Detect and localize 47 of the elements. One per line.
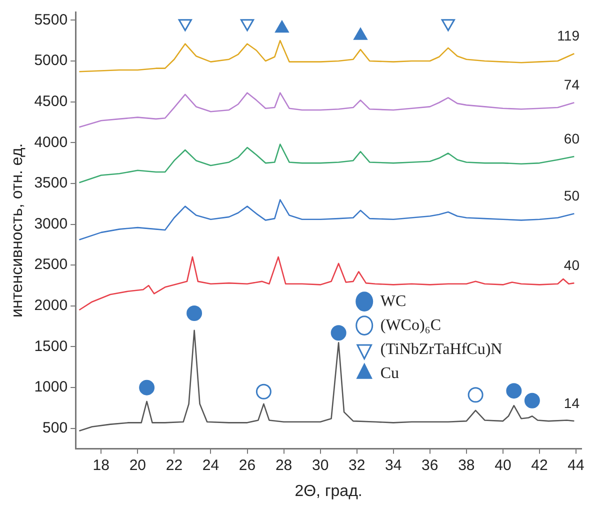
- x-tick-label: 42: [531, 456, 548, 474]
- point: [256, 384, 272, 400]
- point: [506, 383, 522, 399]
- x-tick-label: 36: [422, 456, 438, 474]
- y-tick-label: 2000: [34, 297, 68, 314]
- legend-label: WC: [380, 292, 406, 310]
- x-tick-label: 44: [568, 456, 584, 474]
- x-tick-label: 38: [458, 456, 475, 474]
- y-tick-label: 4500: [34, 92, 68, 110]
- x-tick-label: 26: [238, 456, 256, 474]
- series-label: 60: [564, 130, 580, 146]
- point: [330, 325, 346, 341]
- point: [178, 19, 192, 32]
- y-tick-label: 5000: [34, 52, 68, 70]
- x-tick-label: 24: [202, 456, 220, 474]
- y-tick-label: 2500: [34, 256, 68, 274]
- x-axis-title: 2Θ, град.: [294, 482, 362, 500]
- legend-label: (TiNbZrTaHfCu)N: [380, 340, 503, 358]
- series-label: 74: [564, 76, 580, 92]
- point: [186, 306, 202, 322]
- y-tick-label: 1500: [34, 338, 68, 355]
- series-label: 40: [564, 256, 580, 273]
- x-tick-label: 32: [348, 456, 366, 474]
- x-tick-label: 22: [166, 456, 183, 474]
- y-tick-label: 500: [42, 420, 68, 437]
- x-tick-label: 30: [312, 456, 329, 474]
- x-tick-label: 40: [494, 456, 512, 474]
- y-tick-label: 4000: [34, 134, 68, 151]
- y-tick-label: 1000: [34, 378, 68, 396]
- x-tick-label: 20: [129, 456, 146, 474]
- x-tick-label: 18: [92, 456, 110, 474]
- y-axis-title: интенсивность, отн. ед.: [9, 143, 26, 318]
- legend-label: Cu: [380, 364, 400, 382]
- y-tick-label: 5500: [34, 11, 68, 28]
- x-tick-label: 34: [385, 456, 402, 474]
- series-label: 119: [557, 28, 580, 44]
- point: [139, 380, 155, 396]
- point: [240, 19, 254, 32]
- point: [441, 19, 455, 32]
- series-label: 50: [564, 188, 580, 204]
- point: [524, 392, 540, 408]
- x-tick-label: 28: [275, 456, 292, 474]
- y-tick-label: 3500: [34, 174, 68, 192]
- series-label: 14: [564, 394, 580, 411]
- point: [468, 387, 484, 403]
- legend-label: (WCo)₆C: [380, 316, 442, 334]
- y-tick-label: 3000: [34, 215, 68, 232]
